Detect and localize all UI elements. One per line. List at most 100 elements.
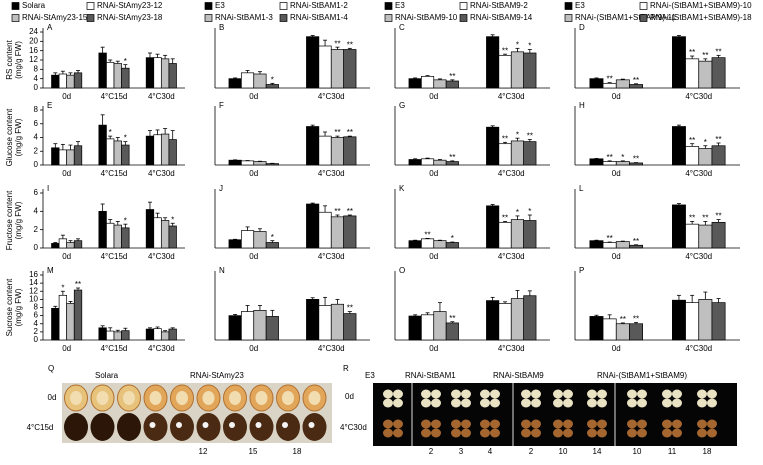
y-tick-label: 2 xyxy=(34,327,39,336)
bar xyxy=(58,149,68,166)
significance-label: ** xyxy=(424,230,430,239)
significance-label: ** xyxy=(334,39,340,48)
bar xyxy=(121,67,130,89)
tuber-slice xyxy=(117,413,141,441)
bar xyxy=(445,80,459,89)
bar xyxy=(160,58,170,89)
tuber-core xyxy=(96,391,109,405)
bar xyxy=(711,221,726,249)
significance-label: ** xyxy=(502,214,508,223)
panel-letter: R xyxy=(343,364,349,373)
significance-label: ** xyxy=(347,304,353,313)
tuber-piece xyxy=(563,428,573,438)
x-tick-label: 0d xyxy=(612,92,621,101)
tuber-piece xyxy=(490,389,500,399)
tuber-piece xyxy=(421,398,431,408)
tuber-piece xyxy=(587,428,597,438)
line-number: 4 xyxy=(488,447,493,456)
legend-swatch xyxy=(459,14,468,22)
bar xyxy=(253,73,267,89)
bar xyxy=(153,57,162,89)
legend-label: RNAi-(StBAM1+StBAM9)-11 xyxy=(575,13,677,22)
line-number: 15 xyxy=(249,447,258,456)
legend-swatch xyxy=(86,2,95,10)
legend-swatch xyxy=(11,14,20,22)
bar xyxy=(523,295,537,341)
x-tick-label: 0d xyxy=(249,92,258,101)
photo-header: E3 xyxy=(365,371,375,380)
line-number: 14 xyxy=(593,447,602,456)
significance-label: ** xyxy=(347,207,353,216)
bar xyxy=(51,307,60,341)
tuber-piece xyxy=(597,398,607,408)
tuber-piece xyxy=(461,389,471,399)
line-number: 18 xyxy=(293,447,302,456)
y-tick-label: 8 xyxy=(34,64,39,73)
bar xyxy=(671,36,686,89)
tuber-spot xyxy=(202,422,209,428)
bar xyxy=(306,203,320,249)
tuber-piece xyxy=(597,419,607,429)
y-axis-label: (mg/g FW) xyxy=(14,118,23,156)
row-label: 4°C30d xyxy=(340,423,367,432)
legend-swatch xyxy=(279,14,288,22)
bar xyxy=(265,84,279,89)
line-number: 10 xyxy=(559,447,568,456)
panel-letter: L xyxy=(579,184,584,193)
panel-letter: O xyxy=(399,266,405,275)
legend-label: E3 xyxy=(215,1,225,10)
bar xyxy=(106,222,115,249)
tuber-spot xyxy=(282,422,288,428)
x-tick-label: 0d xyxy=(612,344,621,353)
x-tick-label: 0d xyxy=(62,92,71,101)
legend-label: E3 xyxy=(575,1,585,10)
tuber-core xyxy=(176,391,188,405)
significance-label: ** xyxy=(715,212,721,221)
bar xyxy=(343,49,357,89)
significance-label: ** xyxy=(607,234,613,243)
tuber-slice xyxy=(223,413,247,441)
y-tick-label: 0 xyxy=(34,83,39,92)
significance-label: ** xyxy=(715,47,721,56)
y-axis-label: RS content xyxy=(5,39,14,79)
tuber-piece xyxy=(637,389,647,399)
bar xyxy=(510,51,524,89)
tuber-piece xyxy=(480,419,490,429)
legend-label: RNAi-StBAM9-2 xyxy=(470,1,528,10)
bar xyxy=(711,302,726,341)
line-number: 18 xyxy=(703,447,712,456)
bar xyxy=(113,140,122,166)
bar xyxy=(433,240,447,249)
y-axis-label: Glucose content xyxy=(5,108,14,167)
tuber-piece xyxy=(637,428,647,438)
significance-label: * xyxy=(528,207,531,216)
bar xyxy=(160,331,170,341)
bar xyxy=(306,299,320,341)
tuber-piece xyxy=(707,428,717,438)
bar xyxy=(421,314,435,341)
x-tick-label: 0d xyxy=(429,92,438,101)
bar xyxy=(698,299,713,341)
bar xyxy=(265,163,279,166)
panel-letter: E xyxy=(47,101,52,110)
tuber-piece xyxy=(521,389,531,399)
significance-label: * xyxy=(451,234,454,243)
bar xyxy=(498,303,512,341)
bar xyxy=(228,239,242,249)
bar xyxy=(318,305,332,341)
tuber-piece xyxy=(627,398,637,408)
bar xyxy=(408,315,422,341)
row-label: 0d xyxy=(48,393,57,402)
bar xyxy=(615,79,630,89)
tuber-piece xyxy=(461,428,471,438)
x-tick-label: 4°C30d xyxy=(318,169,345,178)
significance-label: ** xyxy=(607,153,613,162)
panel-letter: I xyxy=(47,184,49,193)
bar xyxy=(58,73,68,89)
bar xyxy=(145,328,155,341)
bar xyxy=(58,238,68,249)
y-tick-label: 16 xyxy=(29,46,38,55)
x-tick-label: 0d xyxy=(612,169,621,178)
tuber-piece xyxy=(421,389,431,399)
